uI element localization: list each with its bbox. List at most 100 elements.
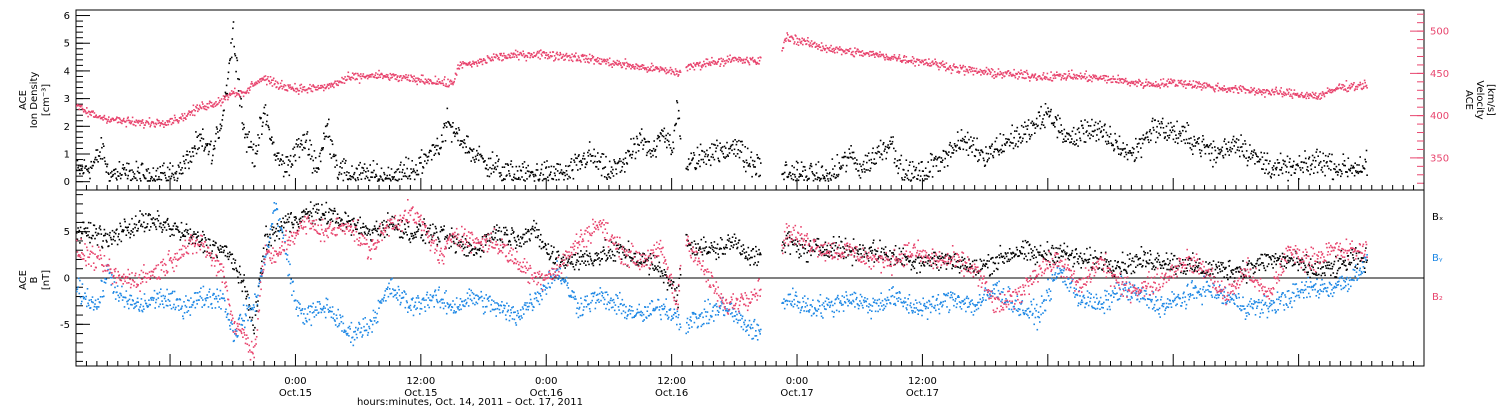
field-point-bx <box>166 219 168 221</box>
density-point <box>745 159 748 162</box>
velocity-point <box>217 97 220 99</box>
velocity-point <box>1131 80 1133 83</box>
density-point <box>1257 156 1259 158</box>
density-point <box>321 148 324 151</box>
velocity-point <box>1200 89 1203 91</box>
density-point <box>1057 130 1060 132</box>
velocity-point <box>439 81 441 83</box>
velocity-point <box>380 73 382 76</box>
velocity-point <box>234 95 237 98</box>
density-point <box>936 157 939 160</box>
field-point-bx <box>455 238 458 240</box>
velocity-point <box>405 74 407 76</box>
field-point-bx <box>171 233 173 236</box>
density-point <box>1069 135 1072 137</box>
density-point <box>672 141 674 144</box>
density-point <box>968 147 971 149</box>
density-point <box>553 172 556 174</box>
velocity-point <box>749 57 751 59</box>
velocity-point <box>855 52 857 55</box>
density-point <box>612 175 615 177</box>
density-point <box>928 175 930 178</box>
density-point <box>401 171 403 174</box>
density-point <box>264 104 267 106</box>
density-point <box>830 179 832 181</box>
velocity-point <box>864 53 867 55</box>
density-point <box>378 178 381 180</box>
velocity-point <box>1187 84 1190 86</box>
velocity-point <box>160 122 162 125</box>
density-point <box>498 172 501 174</box>
density-point <box>308 148 310 151</box>
density-point <box>1019 136 1022 138</box>
density-point <box>849 156 852 158</box>
density-point <box>295 143 297 145</box>
velocity-point <box>473 63 476 65</box>
density-point <box>285 156 287 158</box>
velocity-point <box>968 66 970 68</box>
velocity-point <box>741 59 743 61</box>
density-point <box>310 144 313 146</box>
density-point <box>665 134 667 137</box>
density-point <box>1022 137 1024 140</box>
density-point <box>832 168 834 170</box>
velocity-point <box>924 63 926 65</box>
density-point <box>935 155 937 158</box>
velocity-point <box>547 53 550 56</box>
velocity-point <box>1235 87 1238 90</box>
field-point-bx <box>553 262 556 265</box>
field-point-bx <box>541 240 544 243</box>
field-point-bx <box>128 231 130 234</box>
velocity-point <box>240 90 242 93</box>
velocity-point <box>1053 73 1056 76</box>
field-point-bx <box>338 224 340 227</box>
velocity-point <box>638 68 640 71</box>
field-point-bx <box>160 222 162 225</box>
density-point <box>190 161 193 163</box>
density-point <box>998 149 1001 152</box>
velocity-point <box>204 108 207 111</box>
density-point <box>893 147 895 150</box>
velocity-point <box>1057 75 1060 77</box>
velocity-point <box>159 124 161 127</box>
velocity-point <box>295 90 297 93</box>
density-point <box>1330 169 1332 171</box>
density-point <box>1287 171 1290 174</box>
velocity-point <box>1293 92 1295 95</box>
field-point-bx <box>353 217 355 220</box>
density-point <box>714 144 716 146</box>
velocity-point <box>1175 83 1177 86</box>
density-point <box>1248 156 1250 158</box>
velocity-point <box>511 56 514 58</box>
density-point <box>324 125 327 128</box>
field-point-bx <box>94 237 96 240</box>
density-point <box>440 134 443 136</box>
field-point-bx <box>371 229 373 232</box>
velocity-point <box>1088 74 1091 77</box>
density-point <box>348 177 351 180</box>
field-point-bx <box>525 232 528 234</box>
field-point-bx <box>261 272 264 274</box>
velocity-point <box>188 111 191 113</box>
velocity-point <box>1155 81 1157 83</box>
velocity-point <box>513 56 516 58</box>
velocity-point <box>654 68 656 71</box>
velocity-point <box>365 75 368 78</box>
velocity-point <box>1214 88 1217 90</box>
density-point <box>905 159 908 161</box>
velocity-point <box>407 74 410 77</box>
velocity-point <box>948 66 951 68</box>
velocity-point <box>1134 83 1136 86</box>
field-point-bx <box>110 238 113 241</box>
field-point-bx <box>105 239 108 242</box>
velocity-point <box>1288 88 1291 90</box>
density-point <box>877 145 880 147</box>
density-point <box>459 144 461 146</box>
velocity-point <box>862 55 864 57</box>
density-point <box>629 153 632 156</box>
density-point <box>679 135 681 137</box>
field-point-bx <box>498 230 500 232</box>
velocity-point <box>977 71 979 74</box>
velocity-point <box>640 65 643 67</box>
